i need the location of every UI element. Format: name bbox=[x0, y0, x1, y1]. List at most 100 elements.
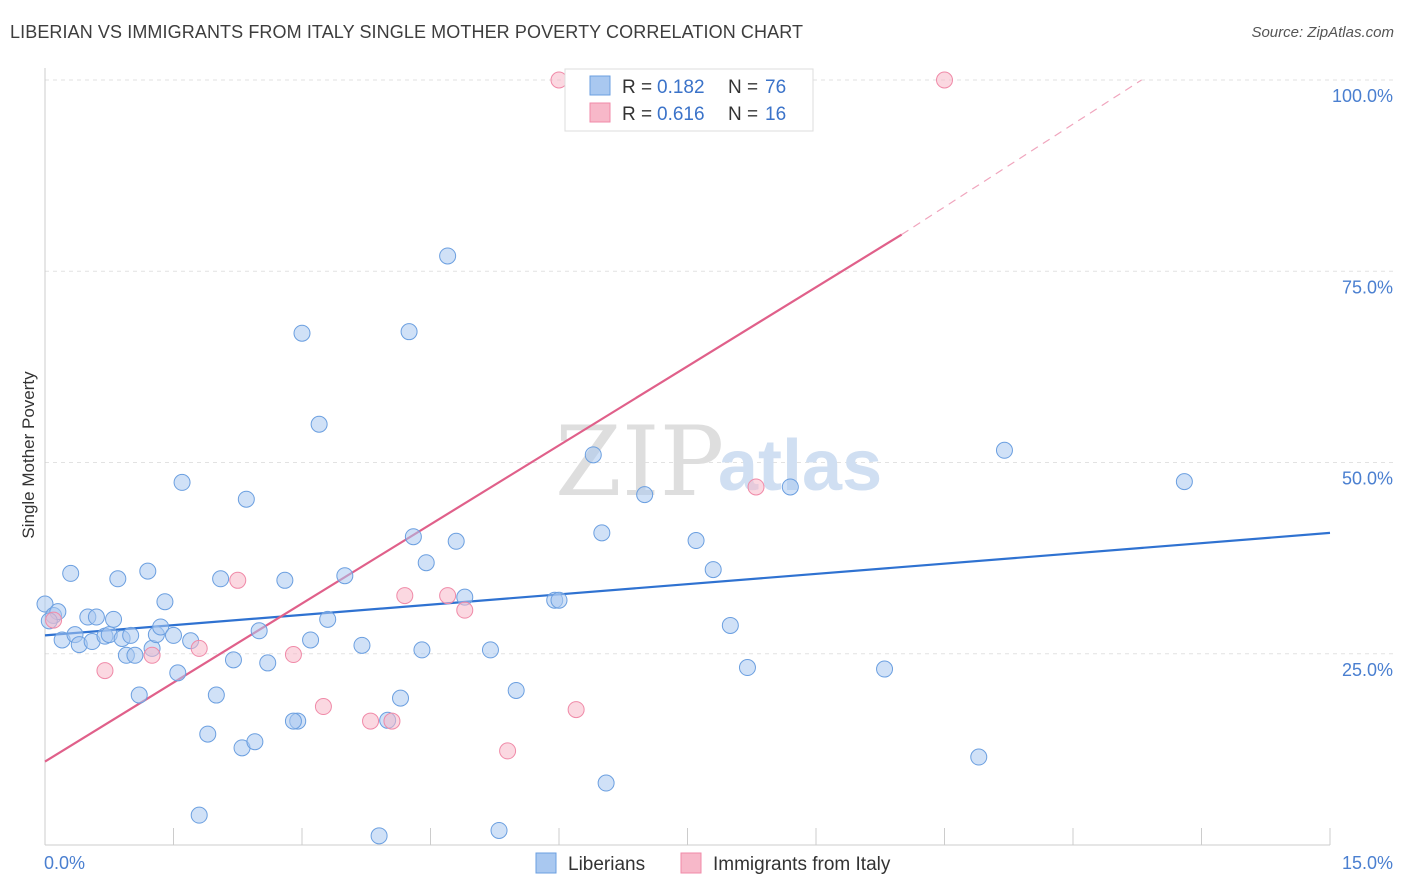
point-liberians-22 bbox=[152, 618, 170, 636]
legend-r-label-1: R = bbox=[622, 77, 652, 98]
point-italy-5 bbox=[284, 646, 302, 664]
trend-line-dashed-italy bbox=[901, 79, 1142, 236]
point-liberians-34 bbox=[237, 490, 255, 508]
point-liberians-73 bbox=[1175, 473, 1193, 491]
point-liberians-32 bbox=[224, 651, 242, 669]
bottom-legend: Liberians Immigrants from Italy bbox=[535, 852, 891, 875]
legend-swatch-liberians bbox=[589, 75, 611, 96]
trend-line-italy bbox=[44, 233, 903, 763]
point-liberians-45 bbox=[353, 636, 371, 654]
point-liberians-13 bbox=[109, 570, 127, 588]
point-liberians-67 bbox=[721, 616, 739, 634]
point-liberians-36 bbox=[250, 622, 268, 640]
x-tick-label-1: 15.0% bbox=[1342, 853, 1393, 873]
point-liberians-0 bbox=[36, 595, 54, 613]
point-italy-12 bbox=[499, 742, 517, 760]
legend-r-value-1: 0.182 bbox=[657, 77, 705, 98]
point-liberians-29 bbox=[199, 725, 217, 743]
legend-r-label-2: R = bbox=[622, 104, 652, 125]
bottom-legend-swatch-liberians bbox=[535, 852, 557, 874]
point-liberians-12 bbox=[105, 610, 123, 628]
point-liberians-65 bbox=[687, 532, 705, 550]
point-italy-6 bbox=[314, 698, 332, 716]
point-liberians-60 bbox=[550, 591, 568, 609]
y-tick-label-2: 75.0% bbox=[1342, 277, 1393, 297]
point-italy-2 bbox=[143, 646, 161, 664]
point-liberians-63 bbox=[597, 774, 615, 792]
point-liberians-56 bbox=[481, 641, 499, 659]
point-liberians-28 bbox=[190, 806, 208, 824]
trend-line-liberians bbox=[44, 531, 1331, 637]
point-liberians-35 bbox=[246, 733, 264, 751]
legend-n-label-2: N = bbox=[728, 104, 758, 125]
legend-r-value-2: 0.616 bbox=[657, 104, 705, 125]
axes bbox=[44, 68, 1331, 846]
point-italy-14 bbox=[567, 701, 585, 719]
point-liberians-71 bbox=[970, 748, 988, 766]
bottom-legend-label-italy: Immigrants from Italy bbox=[713, 854, 891, 875]
data-points bbox=[36, 71, 1193, 845]
bottom-legend-swatch-italy bbox=[680, 852, 702, 874]
point-liberians-61 bbox=[584, 446, 602, 464]
point-italy-10 bbox=[439, 587, 457, 605]
point-liberians-9 bbox=[87, 608, 105, 626]
point-liberians-37 bbox=[259, 654, 277, 672]
x-tick-labels: 0.0% 15.0% bbox=[44, 853, 1393, 873]
point-liberians-40 bbox=[293, 324, 311, 342]
point-liberians-48 bbox=[392, 689, 410, 707]
y-tick-label-3: 100.0% bbox=[1332, 86, 1393, 106]
point-liberians-4 bbox=[62, 564, 80, 582]
point-liberians-66 bbox=[704, 561, 722, 579]
point-italy-15 bbox=[747, 478, 765, 496]
y-tick-label-1: 50.0% bbox=[1342, 469, 1393, 489]
y-tick-labels: 25.0% 50.0% 75.0% 100.0% bbox=[1332, 86, 1393, 680]
point-italy-0 bbox=[45, 611, 63, 629]
y-tick-label-0: 25.0% bbox=[1342, 660, 1393, 680]
point-liberians-49 bbox=[400, 323, 418, 341]
point-liberians-52 bbox=[417, 554, 435, 572]
point-liberians-18 bbox=[130, 686, 148, 704]
chart-title: LIBERIAN VS IMMIGRANTS FROM ITALY SINGLE… bbox=[10, 22, 804, 42]
point-italy-4 bbox=[229, 571, 247, 589]
source-label: Source: ZipAtlas.com bbox=[1251, 24, 1394, 41]
point-liberians-57 bbox=[490, 821, 508, 839]
point-liberians-41 bbox=[302, 631, 320, 649]
point-liberians-46 bbox=[370, 827, 388, 845]
point-liberians-43 bbox=[319, 610, 337, 628]
point-liberians-30 bbox=[207, 686, 225, 704]
point-italy-9 bbox=[396, 587, 414, 605]
point-italy-1 bbox=[96, 662, 114, 680]
legend-n-value-1: 76 bbox=[765, 77, 786, 98]
point-liberians-17 bbox=[126, 646, 144, 664]
point-italy-8 bbox=[383, 712, 401, 730]
legend-n-label-1: N = bbox=[728, 77, 758, 98]
point-liberians-24 bbox=[165, 626, 182, 644]
point-italy-3 bbox=[190, 639, 208, 657]
point-liberians-16 bbox=[122, 626, 140, 644]
point-liberians-68 bbox=[738, 659, 756, 677]
point-italy-11 bbox=[456, 601, 474, 619]
x-tick-label-0: 0.0% bbox=[44, 853, 85, 873]
point-liberians-69 bbox=[781, 478, 799, 496]
point-liberians-72 bbox=[995, 441, 1013, 459]
trend-lines bbox=[44, 79, 1331, 763]
point-italy-16 bbox=[936, 71, 953, 89]
point-liberians-70 bbox=[876, 660, 894, 678]
point-liberians-58 bbox=[507, 681, 525, 699]
point-liberians-42 bbox=[310, 415, 328, 433]
legend-swatch-italy bbox=[589, 102, 611, 123]
bottom-legend-label-liberians: Liberians bbox=[568, 854, 645, 875]
point-liberians-53 bbox=[439, 247, 457, 265]
point-liberians-51 bbox=[413, 641, 431, 659]
point-liberians-38 bbox=[276, 571, 294, 589]
point-liberians-75 bbox=[284, 712, 302, 730]
point-liberians-23 bbox=[156, 593, 174, 611]
watermark: ZIP atlas bbox=[555, 406, 882, 518]
point-liberians-26 bbox=[173, 473, 191, 491]
y-axis-label: Single Mother Poverty bbox=[19, 371, 38, 539]
point-italy-7 bbox=[362, 712, 380, 730]
watermark-atlas: atlas bbox=[718, 426, 882, 506]
point-liberians-19 bbox=[139, 562, 157, 580]
legend: R = 0.182 N = 76 R = 0.616 N = 16 bbox=[564, 68, 814, 132]
